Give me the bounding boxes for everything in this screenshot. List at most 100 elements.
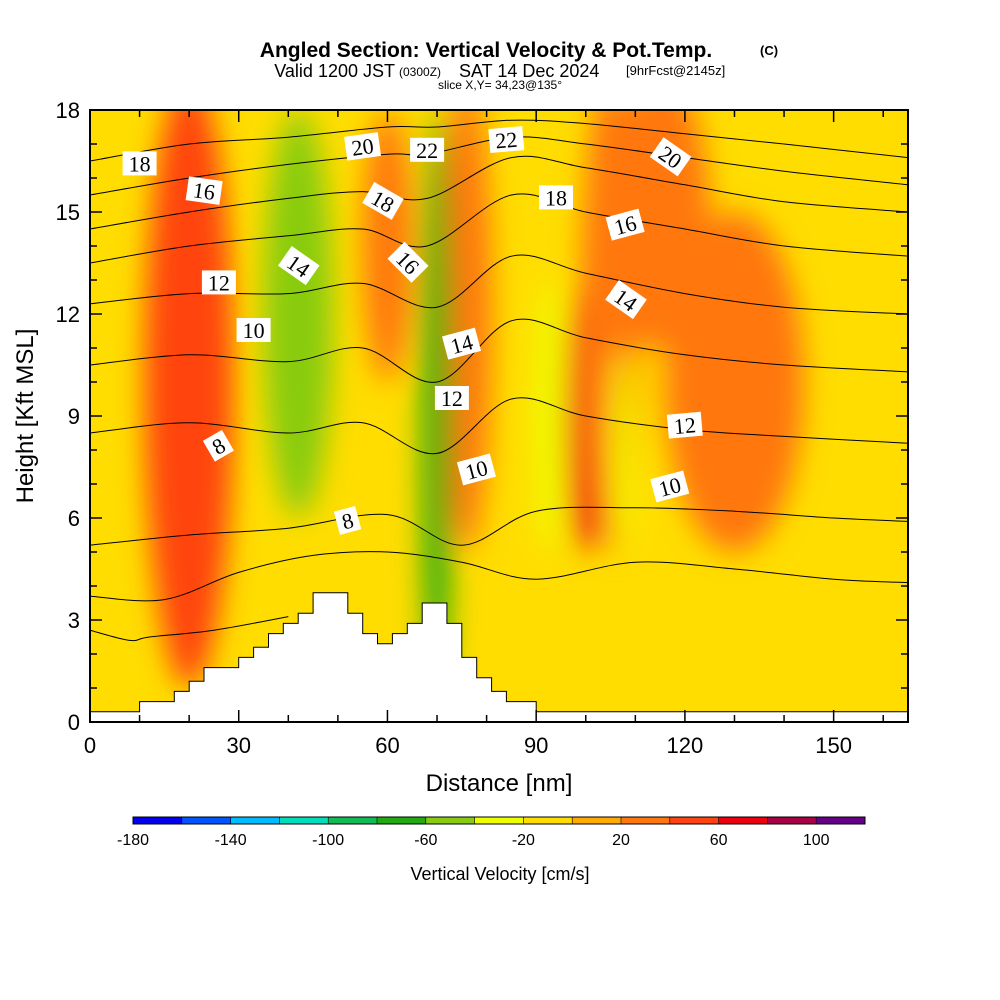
- theta-contour-line-5: [90, 318, 908, 383]
- downdraft-region-8: [422, 110, 452, 722]
- contour-label-3: 10: [236, 318, 271, 343]
- colorbar-swatch-6: [425, 817, 476, 824]
- contour-label-text: 18: [545, 185, 567, 210]
- y-tick-label: 3: [68, 608, 80, 633]
- contour-label-15: 18: [539, 185, 573, 210]
- colorbar-swatch-12: [718, 817, 768, 824]
- colorbar-swatch-8: [523, 817, 573, 824]
- contour-label-13: 8: [333, 505, 362, 535]
- colorbar-label: 20: [612, 832, 630, 849]
- contour-label-10: 14: [442, 327, 482, 360]
- x-tick-label: 30: [226, 733, 250, 758]
- colorbar-labels: -180 -140 -100 -60 -20 20 60 100: [117, 832, 830, 849]
- contour-label-12: 10: [456, 453, 496, 486]
- colorbar-swatch-5: [377, 817, 427, 824]
- colorbar-swatch-7: [474, 817, 524, 824]
- colorbar-label: 60: [710, 832, 728, 849]
- axis-tick-labels: 0 30 60 90 120 150 0 3 6 9 12 15 18: [56, 98, 852, 758]
- x-tick-label: 60: [375, 733, 399, 758]
- y-tick-label: 12: [56, 302, 80, 327]
- y-tick-label: 6: [68, 506, 80, 531]
- colorbar-swatch-14: [816, 817, 866, 824]
- velocity-field: [144, 110, 804, 722]
- theta-contour-line-3: [90, 193, 908, 264]
- theta-contour-line-1: [90, 136, 908, 196]
- theta-contour-line-2: [90, 155, 908, 230]
- terrain-outline: [90, 592, 908, 713]
- valid-date: SAT 14 Dec 2024: [459, 61, 599, 81]
- contour-label-11: 12: [434, 386, 469, 411]
- colorbar-swatch-10: [621, 817, 671, 824]
- slice-info: slice X,Y= 34,23@135°: [438, 78, 562, 92]
- updraft-region-1: [362, 110, 413, 382]
- axis-ticks: [89, 109, 908, 723]
- updraft-region-0: [144, 110, 234, 688]
- colorbar-frame: [132, 816, 866, 825]
- theta-contour-line-4: [90, 254, 908, 315]
- contour-label-20: 10: [650, 470, 690, 503]
- y-axis-title: Height [Kft MSL]: [12, 329, 39, 504]
- contour-label-7: 22: [410, 137, 445, 163]
- updraft-region-6: [665, 212, 804, 552]
- downdraft-region-10: [610, 348, 631, 552]
- forecast-info: [9hrFcst@2145z]: [626, 63, 725, 78]
- colorbar-label: -100: [312, 832, 344, 849]
- contour-label-16: 16: [605, 208, 645, 241]
- contour-label-0: 18: [122, 151, 157, 176]
- theta-contour-line-8: [90, 551, 908, 602]
- contour-label-19: 12: [666, 411, 703, 439]
- colorbar-swatch-4: [328, 817, 378, 824]
- colorbar-swatch-3: [279, 817, 329, 824]
- contour-label-6: 20: [344, 132, 382, 161]
- y-tick-label: 18: [56, 98, 80, 123]
- colorbar-swatch-13: [767, 817, 817, 824]
- theta-contour-line-6: [90, 397, 908, 455]
- utc-time: (0300Z): [399, 65, 441, 79]
- contour-label-text: 18: [129, 151, 151, 176]
- y-tick-label: 9: [68, 404, 80, 429]
- contour-label-text: 20: [350, 133, 375, 161]
- colorbar-title: Vertical Velocity [cm/s]: [410, 864, 589, 884]
- colorbar-label: -60: [414, 832, 437, 849]
- colorbar-label: -20: [512, 832, 535, 849]
- downdraft-region-7: [263, 110, 333, 518]
- y-tick-label: 15: [56, 200, 80, 225]
- contour-label-text: 12: [208, 270, 230, 295]
- x-axis-title: Distance [nm]: [426, 770, 573, 797]
- colorbar-swatch-9: [572, 817, 622, 824]
- x-tick-label: 90: [524, 733, 548, 758]
- theta-contour-line-9: [90, 616, 289, 642]
- contour-label-text: 10: [243, 318, 265, 343]
- contour-label-text: 12: [441, 386, 463, 411]
- terrain-mask: [90, 592, 908, 722]
- colorbar-swatch-11: [669, 817, 720, 824]
- x-tick-label: 120: [667, 733, 704, 758]
- colorbar-label: -180: [117, 832, 149, 849]
- contour-label-2: 12: [201, 270, 236, 295]
- contour-label-4: 8: [202, 429, 234, 462]
- contour-label-text: 22: [494, 127, 518, 154]
- contour-label-14: 22: [488, 126, 525, 154]
- colorbar-swatch-0: [133, 817, 183, 824]
- theta-contours: [90, 119, 908, 642]
- colorbar-label: -140: [215, 832, 247, 849]
- colorbar: [132, 816, 866, 825]
- contour-label-1: 16: [185, 176, 223, 205]
- valid-time-line: Valid 1200 JST (0300Z) SAT 14 Dec 2024 […: [274, 61, 725, 81]
- theta-contour-line-7: [90, 506, 908, 546]
- chart-title: Angled Section: Vertical Velocity & Pot.…: [260, 39, 712, 62]
- y-tick-label: 0: [68, 710, 80, 735]
- x-tick-label: 0: [84, 733, 96, 758]
- contour-label-text: 12: [673, 412, 697, 439]
- colorbar-label: 100: [803, 832, 830, 849]
- colorbar-swatch-1: [181, 817, 232, 824]
- colorbar-swatch-2: [230, 817, 280, 824]
- x-tick-label: 150: [815, 733, 852, 758]
- theta-contour-line-0: [90, 119, 908, 162]
- valid-prefix: Valid 1200 JST: [274, 61, 395, 81]
- contour-label-text: 22: [416, 138, 438, 163]
- downdraft-region-9: [536, 280, 566, 552]
- contour-label-text: 16: [191, 177, 216, 205]
